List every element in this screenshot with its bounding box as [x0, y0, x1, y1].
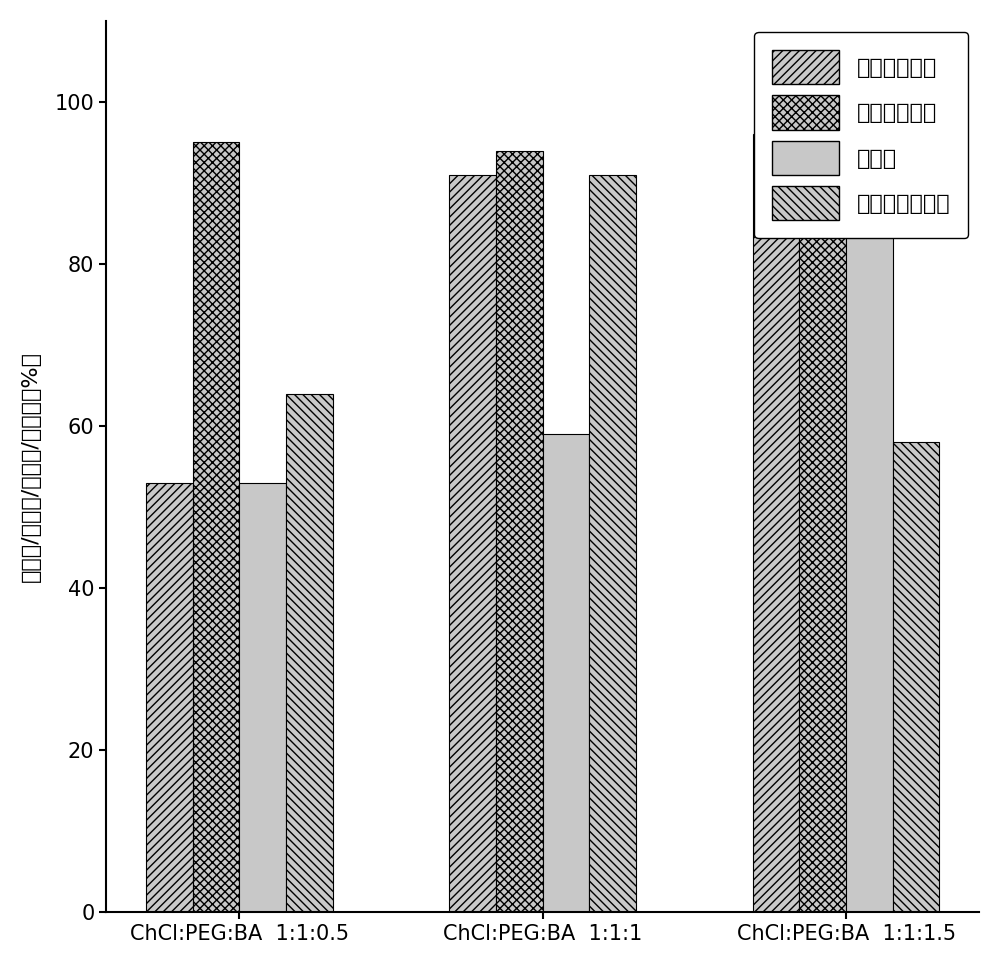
- Bar: [496, 151, 543, 912]
- Bar: [543, 434, 589, 912]
- Y-axis label: 去除率/回收率/糖化率/结晶度（%）: 去除率/回收率/糖化率/结晶度（%）: [21, 351, 41, 582]
- Bar: [893, 442, 939, 912]
- Bar: [799, 151, 846, 912]
- Bar: [193, 143, 239, 912]
- Bar: [286, 394, 333, 912]
- Bar: [146, 482, 193, 912]
- Bar: [753, 134, 799, 912]
- Bar: [449, 175, 496, 912]
- Bar: [589, 175, 636, 912]
- Legend: 木质素去除率, 纤维素回收率, 糖化率, 纤维素的结晶度: 木质素去除率, 纤维素回收率, 糖化率, 纤维素的结晶度: [754, 32, 968, 238]
- Bar: [239, 482, 286, 912]
- Bar: [846, 158, 893, 912]
